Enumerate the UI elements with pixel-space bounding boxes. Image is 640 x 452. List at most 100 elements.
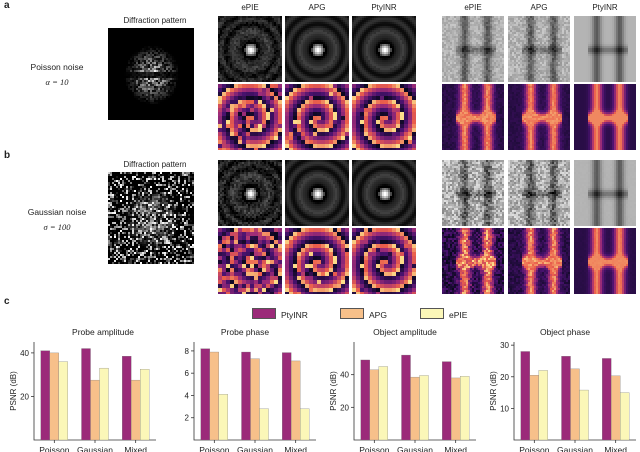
probe-phase-apg-b bbox=[285, 228, 349, 294]
bar-ptyinr-mixed bbox=[122, 356, 132, 441]
axis-lines bbox=[33, 342, 156, 441]
probe-amplitude-epie-b bbox=[218, 160, 282, 226]
x-tick-label: Poisson bbox=[519, 445, 550, 452]
object-amplitude-apg-a bbox=[508, 16, 570, 82]
diffraction-pattern-image-a bbox=[108, 28, 194, 120]
y-axis-label: PSNR (dB) bbox=[329, 371, 338, 411]
chart-probe-amplitude: 20 40 PSNR (dB) Poisson Gaussian Mixed bbox=[9, 342, 156, 452]
probe-phase-epie-b bbox=[218, 228, 282, 294]
header-ptyinr-probe: PtyINR bbox=[352, 3, 416, 12]
y-tick-label: 2 bbox=[185, 414, 190, 423]
object-phase-epie-a bbox=[442, 84, 504, 150]
noise-description-a: Poisson noise α = 10 bbox=[12, 60, 102, 90]
header-ptyinr-object: PtyINR bbox=[574, 3, 636, 12]
chart-title-probe-phase: Probe phase bbox=[180, 327, 310, 337]
panel-b-label: b bbox=[4, 150, 10, 161]
chart-title-probe-amplitude: Probe amplitude bbox=[38, 327, 168, 337]
bar-epie-mixed bbox=[460, 376, 470, 441]
noise-name-a: Poisson noise bbox=[12, 60, 102, 75]
header-apg-probe: APG bbox=[285, 3, 349, 12]
object-phase-ptyinr-a bbox=[574, 84, 636, 150]
bar-epie-poisson bbox=[218, 394, 228, 441]
y-tick-label: 6 bbox=[185, 369, 190, 378]
legend-label-ptyinr: PtyINR bbox=[281, 310, 308, 320]
bar-apg-poisson bbox=[49, 352, 59, 441]
y-tick-label: 8 bbox=[185, 347, 190, 356]
bar-apg-gaussian bbox=[90, 379, 100, 441]
legend-item-ptyinr: PtyINR bbox=[252, 308, 308, 320]
object-amplitude-epie-b bbox=[442, 160, 504, 226]
legend-swatch-epie bbox=[420, 308, 444, 319]
y-tick-label: 40 bbox=[340, 371, 349, 380]
x-tick-label: Mixed bbox=[284, 445, 307, 452]
bar-epie-mixed bbox=[620, 392, 630, 441]
diffraction-pattern-title-a: Diffraction pattern bbox=[110, 16, 200, 25]
bar-apg-poisson bbox=[529, 375, 539, 441]
y-tick-label: 4 bbox=[185, 391, 190, 400]
bar-apg-gaussian bbox=[250, 358, 260, 441]
bar-epie-poisson bbox=[378, 366, 388, 441]
bar-epie-gaussian bbox=[419, 375, 429, 441]
noise-name-b: Gaussian noise bbox=[12, 205, 102, 220]
bar-apg-mixed bbox=[611, 375, 621, 441]
legend-label-epie: ePIE bbox=[449, 310, 467, 320]
x-tick-label: Mixed bbox=[604, 445, 627, 452]
noise-param-b: σ = 100 bbox=[12, 220, 102, 235]
bar-ptyinr-mixed bbox=[442, 361, 452, 441]
probe-phase-apg-a bbox=[285, 84, 349, 150]
header-apg-object: APG bbox=[508, 3, 570, 12]
y-tick-label: 30 bbox=[500, 341, 509, 350]
bar-apg-mixed bbox=[451, 377, 461, 441]
probe-phase-ptyinr-b bbox=[352, 228, 416, 294]
bar-epie-mixed bbox=[300, 408, 310, 441]
panel-c-label: c bbox=[4, 296, 10, 307]
bar-apg-mixed bbox=[291, 360, 301, 441]
y-axis-label: PSNR (dB) bbox=[489, 371, 498, 411]
object-amplitude-ptyinr-a bbox=[574, 16, 636, 82]
object-phase-apg-b bbox=[508, 228, 570, 294]
panel-a-label: a bbox=[4, 0, 10, 11]
bar-epie-poisson bbox=[538, 370, 548, 441]
probe-amplitude-ptyinr-b bbox=[352, 160, 416, 226]
y-tick-label: 10 bbox=[500, 404, 509, 413]
bar-ptyinr-gaussian bbox=[401, 354, 411, 441]
bar-apg-mixed bbox=[131, 379, 141, 441]
probe-amplitude-ptyinr-a bbox=[352, 16, 416, 82]
x-tick-label: Gaussian bbox=[397, 445, 433, 452]
bar-apg-poisson bbox=[369, 369, 379, 441]
y-axis-label: PSNR (dB) bbox=[9, 371, 18, 411]
x-tick-label: Poisson bbox=[39, 445, 70, 452]
legend-item-apg: APG bbox=[340, 308, 387, 320]
object-amplitude-apg-b bbox=[508, 160, 570, 226]
probe-phase-ptyinr-a bbox=[352, 84, 416, 150]
bar-ptyinr-mixed bbox=[602, 358, 612, 441]
diffraction-pattern-image-b bbox=[108, 172, 194, 264]
bar-ptyinr-gaussian bbox=[241, 351, 251, 441]
bar-ptyinr-poisson bbox=[40, 350, 50, 441]
legend-swatch-ptyinr bbox=[252, 308, 276, 319]
y-tick-label: 20 bbox=[20, 392, 29, 401]
legend-swatch-apg bbox=[340, 308, 364, 319]
bar-epie-gaussian bbox=[579, 389, 589, 441]
probe-amplitude-epie-a bbox=[218, 16, 282, 82]
object-phase-apg-a bbox=[508, 84, 570, 150]
bar-ptyinr-poisson bbox=[520, 351, 530, 441]
noise-description-b: Gaussian noise σ = 100 bbox=[12, 205, 102, 235]
bar-epie-gaussian bbox=[259, 408, 269, 441]
bar-epie-poisson bbox=[58, 361, 68, 441]
bar-ptyinr-mixed bbox=[282, 352, 292, 441]
x-tick-label: Gaussian bbox=[557, 445, 593, 452]
bar-epie-gaussian bbox=[99, 367, 109, 441]
object-amplitude-ptyinr-b bbox=[574, 160, 636, 226]
probe-amplitude-apg-a bbox=[285, 16, 349, 82]
bar-apg-gaussian bbox=[570, 368, 580, 441]
bar-ptyinr-poisson bbox=[200, 348, 210, 441]
bar-apg-gaussian bbox=[410, 376, 420, 441]
object-phase-ptyinr-b bbox=[574, 228, 636, 294]
axis-lines bbox=[513, 342, 636, 441]
legend-label-apg: APG bbox=[369, 310, 387, 320]
x-tick-label: Poisson bbox=[359, 445, 390, 452]
header-epie-object: ePIE bbox=[442, 3, 504, 12]
object-phase-epie-b bbox=[442, 228, 504, 294]
